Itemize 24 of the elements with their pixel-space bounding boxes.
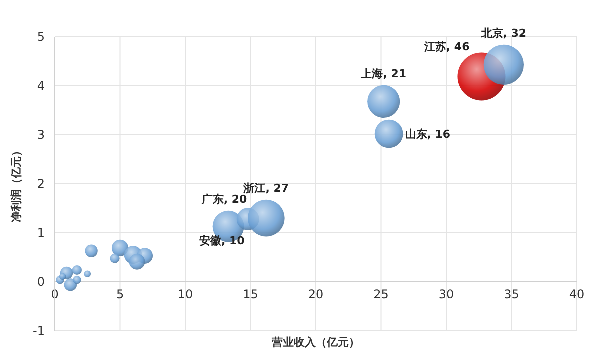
annotation: 北京, 32 xyxy=(480,26,527,40)
y-tick-label: 5 xyxy=(37,30,45,44)
x-tick-label: 25 xyxy=(374,288,389,302)
x-tick-label: 10 xyxy=(178,288,194,302)
annotation: 安徽, 10 xyxy=(199,234,246,248)
x-tick-label: 30 xyxy=(438,288,454,302)
x-tick-label: 15 xyxy=(243,288,258,302)
annotation: 上海, 21 xyxy=(360,67,407,80)
annotation: 山东, 16 xyxy=(405,128,451,142)
x-tick-label: 20 xyxy=(308,288,324,302)
y-tick-label: 4 xyxy=(37,78,45,93)
x-tick-label: 5 xyxy=(116,288,124,302)
annotation: 广东, 20 xyxy=(200,192,248,206)
annotation: 浙江, 27 xyxy=(242,182,290,195)
x-axis-title: 营业收入（亿元） xyxy=(271,336,360,349)
y-tick-label: -1 xyxy=(33,324,45,338)
y-tick-label: 1 xyxy=(37,226,45,240)
annotation: 江苏, 46 xyxy=(423,40,470,54)
x-tick-label: 40 xyxy=(569,288,585,302)
y-tick-label: 0 xyxy=(37,274,45,289)
y-axis-title: 净利润（亿元） xyxy=(10,146,23,222)
y-tick-label: 3 xyxy=(37,128,45,142)
x-tick-label: 35 xyxy=(504,288,520,302)
y-tick-label: 2 xyxy=(37,176,45,191)
